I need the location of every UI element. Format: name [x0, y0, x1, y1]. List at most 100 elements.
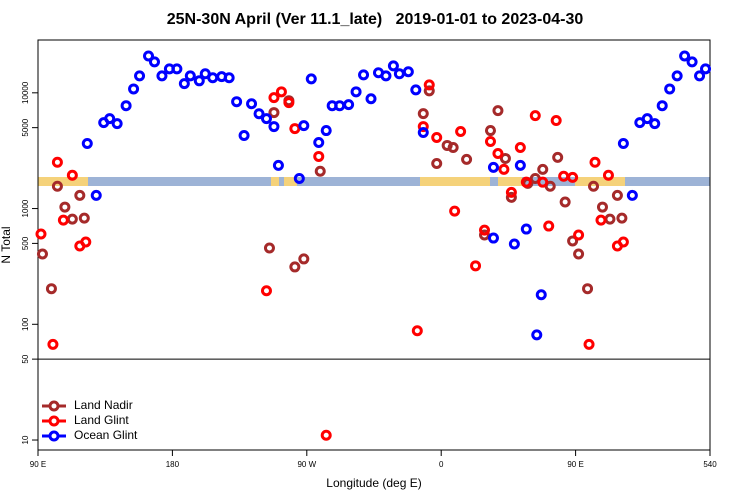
- point: [535, 289, 547, 301]
- point: [588, 180, 600, 192]
- point: [298, 253, 310, 265]
- point: [402, 66, 414, 78]
- point: [664, 83, 676, 95]
- point: [589, 156, 601, 168]
- y-axis-label: N Total: [0, 226, 13, 263]
- point: [671, 70, 683, 82]
- y-tick-label: 100: [21, 317, 30, 331]
- point: [505, 191, 517, 203]
- point: [514, 159, 526, 171]
- point: [143, 50, 155, 62]
- point: [567, 171, 579, 183]
- point: [260, 113, 272, 125]
- point: [90, 189, 102, 201]
- point: [617, 236, 629, 248]
- point: [238, 129, 250, 141]
- point: [537, 163, 549, 175]
- legend-label: Ocean Glint: [74, 428, 138, 442]
- point: [293, 172, 305, 184]
- point: [604, 213, 616, 225]
- point: [410, 84, 422, 96]
- point: [573, 229, 585, 241]
- x-axis-label: Longitude (deg E): [326, 476, 421, 490]
- point: [567, 235, 579, 247]
- point: [417, 108, 429, 120]
- point: [492, 148, 504, 160]
- point: [499, 152, 511, 164]
- point: [505, 186, 517, 198]
- point: [313, 137, 325, 149]
- point: [694, 70, 706, 82]
- point: [171, 63, 183, 75]
- strip-land: [284, 177, 297, 186]
- point: [283, 97, 295, 109]
- point: [686, 56, 698, 68]
- y-tick-label: 5000: [21, 118, 30, 136]
- legend-marker: [48, 430, 60, 442]
- point: [529, 110, 541, 122]
- point: [57, 214, 69, 226]
- point: [289, 261, 301, 273]
- point: [514, 141, 526, 153]
- point: [268, 121, 280, 133]
- point: [178, 78, 190, 90]
- point: [36, 248, 48, 260]
- point: [320, 429, 332, 441]
- point: [537, 176, 549, 188]
- point: [387, 60, 399, 72]
- point: [492, 105, 504, 117]
- point: [253, 108, 265, 120]
- point: [35, 228, 47, 240]
- x-tick-label: 90 E: [567, 460, 583, 469]
- point: [78, 212, 90, 224]
- point: [596, 201, 608, 213]
- point: [134, 70, 146, 82]
- point: [80, 236, 92, 248]
- point: [543, 220, 555, 232]
- point: [246, 98, 258, 110]
- x-tick-label: 540: [703, 460, 717, 469]
- point: [275, 86, 287, 98]
- point: [184, 70, 196, 82]
- point: [484, 125, 496, 137]
- legend-label: Land Nadir: [74, 398, 133, 412]
- point: [616, 212, 628, 224]
- point: [487, 232, 499, 244]
- point: [148, 56, 160, 68]
- point: [550, 115, 562, 127]
- point: [111, 118, 123, 130]
- point: [156, 70, 168, 82]
- point: [573, 248, 585, 260]
- strip-land: [271, 177, 279, 186]
- point: [558, 170, 570, 182]
- point: [104, 113, 116, 125]
- y-tick-label: 1000: [21, 199, 30, 217]
- point: [431, 158, 443, 170]
- point: [520, 176, 532, 188]
- y-tick-label: 10000: [21, 81, 30, 104]
- point: [626, 189, 638, 201]
- x-tick-label: 90 W: [297, 460, 316, 469]
- point: [350, 86, 362, 98]
- strip-land: [38, 177, 88, 186]
- point: [231, 96, 243, 108]
- point: [51, 180, 63, 192]
- y-tick-label: 500: [21, 236, 30, 250]
- point: [417, 127, 429, 139]
- point: [223, 72, 235, 84]
- point: [272, 159, 284, 171]
- legend-marker: [48, 400, 60, 412]
- point: [423, 85, 435, 97]
- chart-title: 25N-30N April (Ver 11.1_late) 2019-01-01…: [167, 11, 584, 28]
- point: [417, 121, 429, 133]
- strip-land: [575, 177, 625, 186]
- point: [508, 238, 520, 250]
- point: [531, 329, 543, 341]
- point: [447, 141, 459, 153]
- legend-label: Land Glint: [74, 413, 129, 427]
- point: [455, 126, 467, 138]
- point: [380, 70, 392, 82]
- legend-marker: [48, 415, 60, 427]
- point: [268, 92, 280, 104]
- point: [583, 338, 595, 350]
